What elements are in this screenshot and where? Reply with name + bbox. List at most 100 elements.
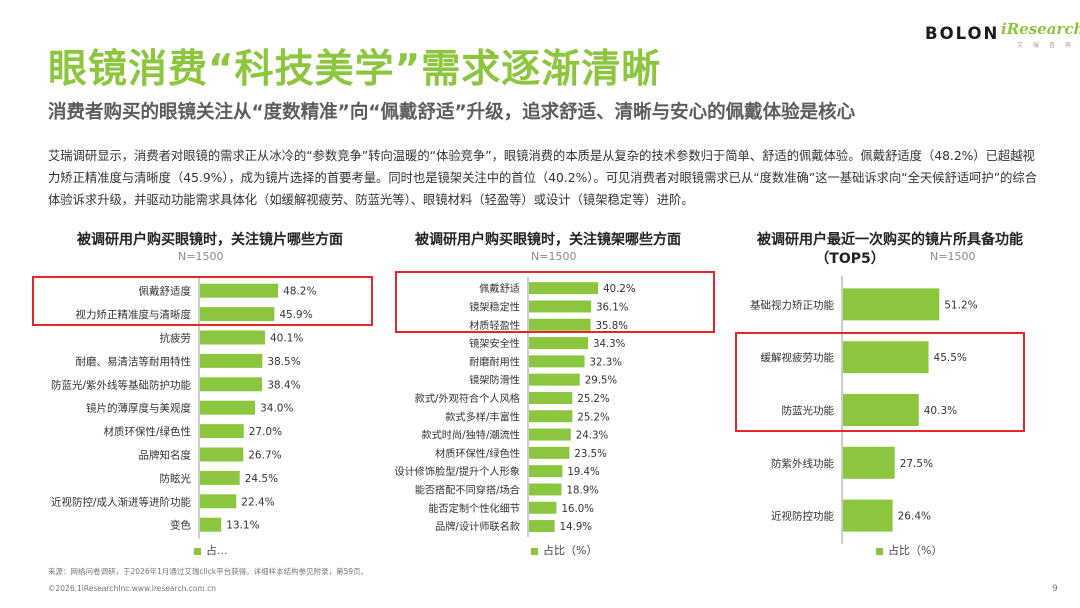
chart2-bar [529, 410, 573, 423]
chart2-value-label: 23.5% [574, 449, 607, 460]
chart2-value-label: 34.3% [593, 339, 626, 350]
chart2-value-label: 24.3% [576, 431, 609, 442]
chart3-value-label: 40.3% [924, 405, 957, 417]
chart1-value-label: 24.5% [245, 473, 278, 485]
chart1-category-label: 耐磨、易清洁等耐用特性 [76, 355, 192, 368]
chart2-legend: 占比（%） [531, 542, 597, 558]
chart1-bar [200, 377, 263, 392]
chart1-category-label: 镜片的薄厚度与美观度 [86, 402, 191, 415]
iresearch-logo-subtext: 艾 瑞 咨 询 [1017, 42, 1075, 49]
chart2-bar [529, 318, 591, 331]
chart2-category-label: 款式多样/丰富性 [445, 410, 520, 423]
chart3-legend: 占比（%） [876, 542, 942, 558]
chart1-legend: 占... [194, 542, 228, 558]
chart1-value-label: 27.0% [249, 426, 282, 438]
chart2-category-label: 镜架防滑性 [469, 374, 520, 387]
chart2-category-label: 能否定制个性化细节 [428, 502, 520, 515]
chart3-value-label: 26.4% [898, 511, 931, 523]
chart2-value-label: 16.0% [562, 504, 595, 515]
footer-source: 来源：网络问卷调研，于2026年1月通过艾瑞click平台获得。详细样本结构参见… [48, 567, 369, 576]
chart1-category-label: 视力矫正精准度与清晰度 [76, 308, 192, 321]
chart2-value-label: 40.2% [603, 284, 636, 295]
chart3-category-label: 防紫外线功能 [771, 457, 834, 470]
chart3-title: 被调研用户最近一次购买的镜片所具备功能 [757, 232, 1023, 248]
chart3-category-label: 基础视力矫正功能 [750, 298, 834, 311]
chart2-n-label: N=1500 [531, 250, 577, 263]
chart3-category-label: 防蓝光功能 [782, 404, 835, 417]
chart2-value-label: 14.9% [560, 522, 593, 533]
chart1-bar [200, 307, 275, 322]
chart3-bar [843, 499, 893, 532]
chart1-value-label: 48.2% [283, 286, 316, 298]
chart2-bar [529, 501, 557, 514]
chart2-bar [529, 355, 585, 368]
chart2-value-label: 18.9% [567, 485, 600, 496]
chart1-category-label: 防眩光 [160, 472, 192, 485]
chart1-category-label: 变色 [170, 519, 191, 532]
chart3-value-label: 27.5% [900, 458, 933, 470]
chart2-bar [529, 373, 580, 386]
chart2-category-label: 佩戴舒适 [479, 282, 520, 295]
chart3-bar [843, 288, 940, 321]
chart2-bar [529, 465, 563, 478]
footer-copyright: ©2026.1iResearchInc.www.iresearch.com.cn [48, 584, 216, 593]
bolon-logo-text: BOLON [925, 24, 1000, 43]
chart1-bar [200, 517, 222, 532]
chart2-bar [529, 428, 571, 441]
chart2-category-label: 设计修饰脸型/提升个人形象 [394, 465, 520, 478]
chart3-legend-label: 占比（%） [888, 544, 943, 557]
chart3-category-label: 缓解视疲劳功能 [761, 351, 835, 364]
chart2-value-label: 25.2% [577, 394, 610, 405]
chart3-bar [843, 446, 895, 479]
chart2-category-label: 耐磨耐用性 [469, 355, 520, 368]
chart1-category-label: 防蓝光/紫外线等基础防护功能 [51, 378, 192, 391]
chart1-value-label: 38.4% [267, 379, 300, 391]
page-title: 眼镜消费“科技美学”需求逐渐清晰 [48, 47, 662, 92]
chart3-n-label: N=1500 [930, 250, 976, 263]
chart2-title: 被调研用户购买眼镜时，关注镜架哪些方面 [415, 232, 681, 248]
summary-paragraph: 艾瑞调研显示，消费者对眼镜的需求正从冰冷的“参数竞争”转向温暖的“体验竞争”，眼… [48, 149, 1037, 207]
chart2-bar [529, 483, 562, 496]
iresearch-logo-text: iResearch [1001, 20, 1080, 38]
chart2-bar [529, 282, 599, 295]
chart1-bar [200, 283, 279, 298]
chart2-value-label: 35.8% [596, 321, 629, 332]
chart3-highlight-box [735, 332, 1025, 432]
chart2-bar [529, 300, 592, 313]
chart2-bar [529, 520, 555, 533]
chart1-value-label: 45.9% [279, 309, 312, 321]
chart1-title: 被调研用户购买眼镜时，关注镜片哪些方面 [77, 232, 343, 248]
chart1-value-label: 26.7% [248, 450, 281, 462]
chart2-category-label: 品牌/设计师联名款 [435, 520, 520, 533]
chart1-value-label: 13.1% [226, 520, 259, 532]
chart2-value-label: 29.5% [585, 376, 618, 387]
chart2-legend-swatch [531, 547, 538, 555]
chart3-bar [843, 394, 919, 426]
chart3-legend-swatch [876, 547, 883, 555]
chart1-bar [200, 424, 244, 439]
chart2-category-label: 镜架稳定性 [469, 300, 520, 313]
chart1-value-label: 38.5% [267, 356, 300, 368]
chart1-legend-swatch [194, 547, 201, 555]
chart2-value-label: 25.2% [577, 412, 610, 423]
chart2-category-label: 材质环保性/绿色性 [435, 447, 520, 460]
chart2-category-label: 能否搭配不同穿搭/场合 [415, 483, 520, 496]
chart2-value-label: 36.1% [596, 302, 629, 313]
chart2-value-label: 19.4% [567, 467, 600, 478]
chart1-bar [200, 353, 263, 368]
chart1-bar [200, 470, 240, 485]
chart1-bar [200, 494, 237, 509]
chart3-category-label: 近视防控功能 [771, 510, 834, 523]
chart2-category-label: 款式时尚/独特/潮流性 [421, 429, 520, 442]
chart2-bar [529, 337, 588, 350]
chart2-bar [529, 391, 573, 404]
chart3-title-line2: （TOP5） [815, 251, 885, 267]
brand-logo: BOLON iResearch 艾 瑞 咨 询 [925, 14, 1080, 54]
chart1-category-label: 抗疲劳 [160, 332, 192, 345]
chart2-category-label: 款式/外观符合个人风格 [415, 392, 520, 405]
page-subtitle: 消费者购买的眼镜关注从“度数精准”向“佩戴舒适”升级，追求舒适、清晰与安心的佩戴… [48, 102, 856, 123]
chart1-value-label: 40.1% [270, 333, 303, 345]
